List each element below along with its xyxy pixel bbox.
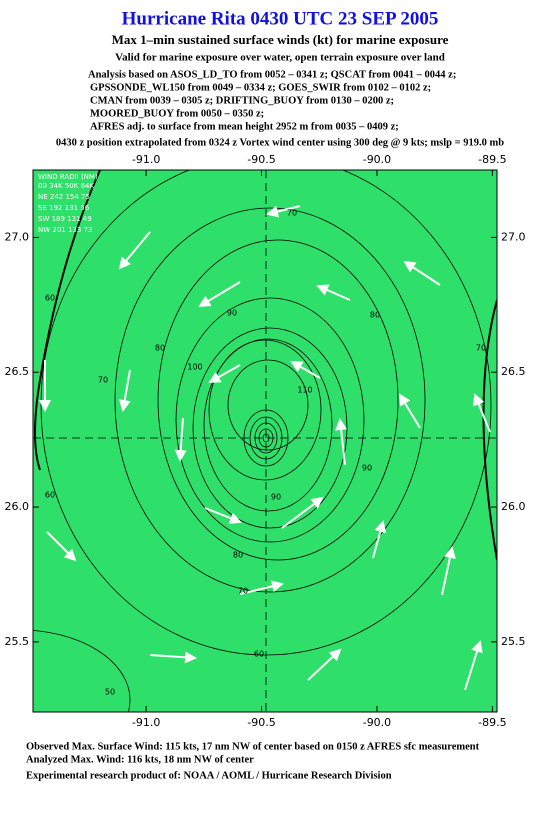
- contour-label: 80: [155, 344, 165, 353]
- contour-label: 90: [271, 493, 281, 502]
- subtitle: Max 1–min sustained surface winds (kt) f…: [112, 32, 449, 47]
- analysis-line: CMAN from 0039 – 0305 z; DRIFTING_BUOY f…: [90, 95, 394, 106]
- contour-label: 70: [476, 344, 486, 353]
- radii-title: WIND RADII (NM): [38, 173, 98, 181]
- contour-labels: 70 60 80 90 80 70 70 100 110 90 90 80 70 60 60 50: [45, 209, 486, 697]
- footer-line: Experimental research product of: NOAA /…: [26, 770, 392, 781]
- x-tick-label: -89.5: [478, 716, 506, 729]
- y-tick-label: 26.5: [501, 365, 526, 378]
- contour-label: 80: [233, 551, 243, 560]
- y-tick-label: 26.0: [501, 500, 526, 513]
- radii-header: 00 34K 50K 64K: [38, 182, 94, 190]
- footer-line: Observed Max. Surface Wind: 115 kts, 17 …: [26, 741, 480, 752]
- analysis-line: Analysis based on ASOS_LD_TO from 0052 –…: [88, 69, 456, 80]
- position-note: 0430 z position extrapolated from 0324 z…: [56, 137, 504, 148]
- y-tick-label: 26.0: [5, 500, 30, 513]
- description: Valid for marine exposure over water, op…: [115, 52, 445, 64]
- contour-label: 60: [45, 294, 55, 303]
- y-tick-label: 25.5: [501, 635, 526, 648]
- x-tick-label: -90.0: [363, 153, 391, 166]
- x-tick-label: -90.5: [247, 153, 275, 166]
- x-tick-label: -89.5: [478, 153, 506, 166]
- title: Hurricane Rita 0430 UTC 23 SEP 2005: [122, 8, 439, 29]
- y-tick-label: 25.5: [5, 635, 30, 648]
- footer-line: Analyzed Max. Wind: 116 kts, 18 nm NW of…: [26, 754, 254, 765]
- radii-row: NW 201 133 73: [38, 226, 92, 234]
- contour-label: 60: [254, 650, 264, 659]
- contour-label: 70: [238, 587, 248, 596]
- contour-label: 50: [105, 688, 115, 697]
- contour-label: 100: [187, 363, 202, 372]
- contour-label: 90: [227, 309, 237, 318]
- y-tick-label: 26.5: [5, 365, 30, 378]
- wind-radii-table: WIND RADII (NM)00 34K 50K 64K NE 242 154 …: [38, 173, 98, 234]
- radii-row: NE 242 154 75: [38, 193, 90, 201]
- footer: Observed Max. Surface Wind: 115 kts, 17 …: [26, 741, 480, 781]
- contour-label: 70: [98, 376, 108, 385]
- wind-field: 70 60 80 90 80 70 70 100 110 90 90 80 70 60 60 50 WIND …: [33, 170, 497, 712]
- x-tick-label: -90.5: [247, 716, 275, 729]
- x-tick-label: -90.0: [363, 716, 391, 729]
- contour-label: 90: [362, 464, 372, 473]
- x-tick-label: -91.0: [132, 716, 160, 729]
- plot-frame: [32, 169, 498, 713]
- contour-label: 70: [287, 209, 297, 218]
- axes: -91.0 -91.0 -90.5 -90.5 -90.0 -90.0 -89.5 -89.5…: [5, 153, 526, 729]
- analysis-line: MOORED_BUOY from 0050 – 0350 z;: [90, 108, 264, 119]
- wind-arrows: [39, 205, 491, 691]
- analysis-line: GPSSONDE_WL150 from 0049 – 0334 z; GOES_…: [90, 82, 431, 93]
- contour-label: 60: [45, 491, 55, 500]
- radii-row: SE 192 131 56: [38, 204, 90, 212]
- y-tick-label: 27.0: [501, 230, 526, 243]
- analysis-line: AFRES adj. to surface from mean height 2…: [90, 121, 399, 132]
- radii-row: SW 189 131 49: [38, 215, 92, 223]
- contour-label: 110: [297, 386, 312, 395]
- y-tick-label: 27.0: [5, 230, 30, 243]
- x-tick-label: -91.0: [132, 153, 160, 166]
- contour-label: 80: [370, 311, 380, 320]
- analysis-lines: Analysis based on ASOS_LD_TO from 0052 –…: [88, 69, 456, 132]
